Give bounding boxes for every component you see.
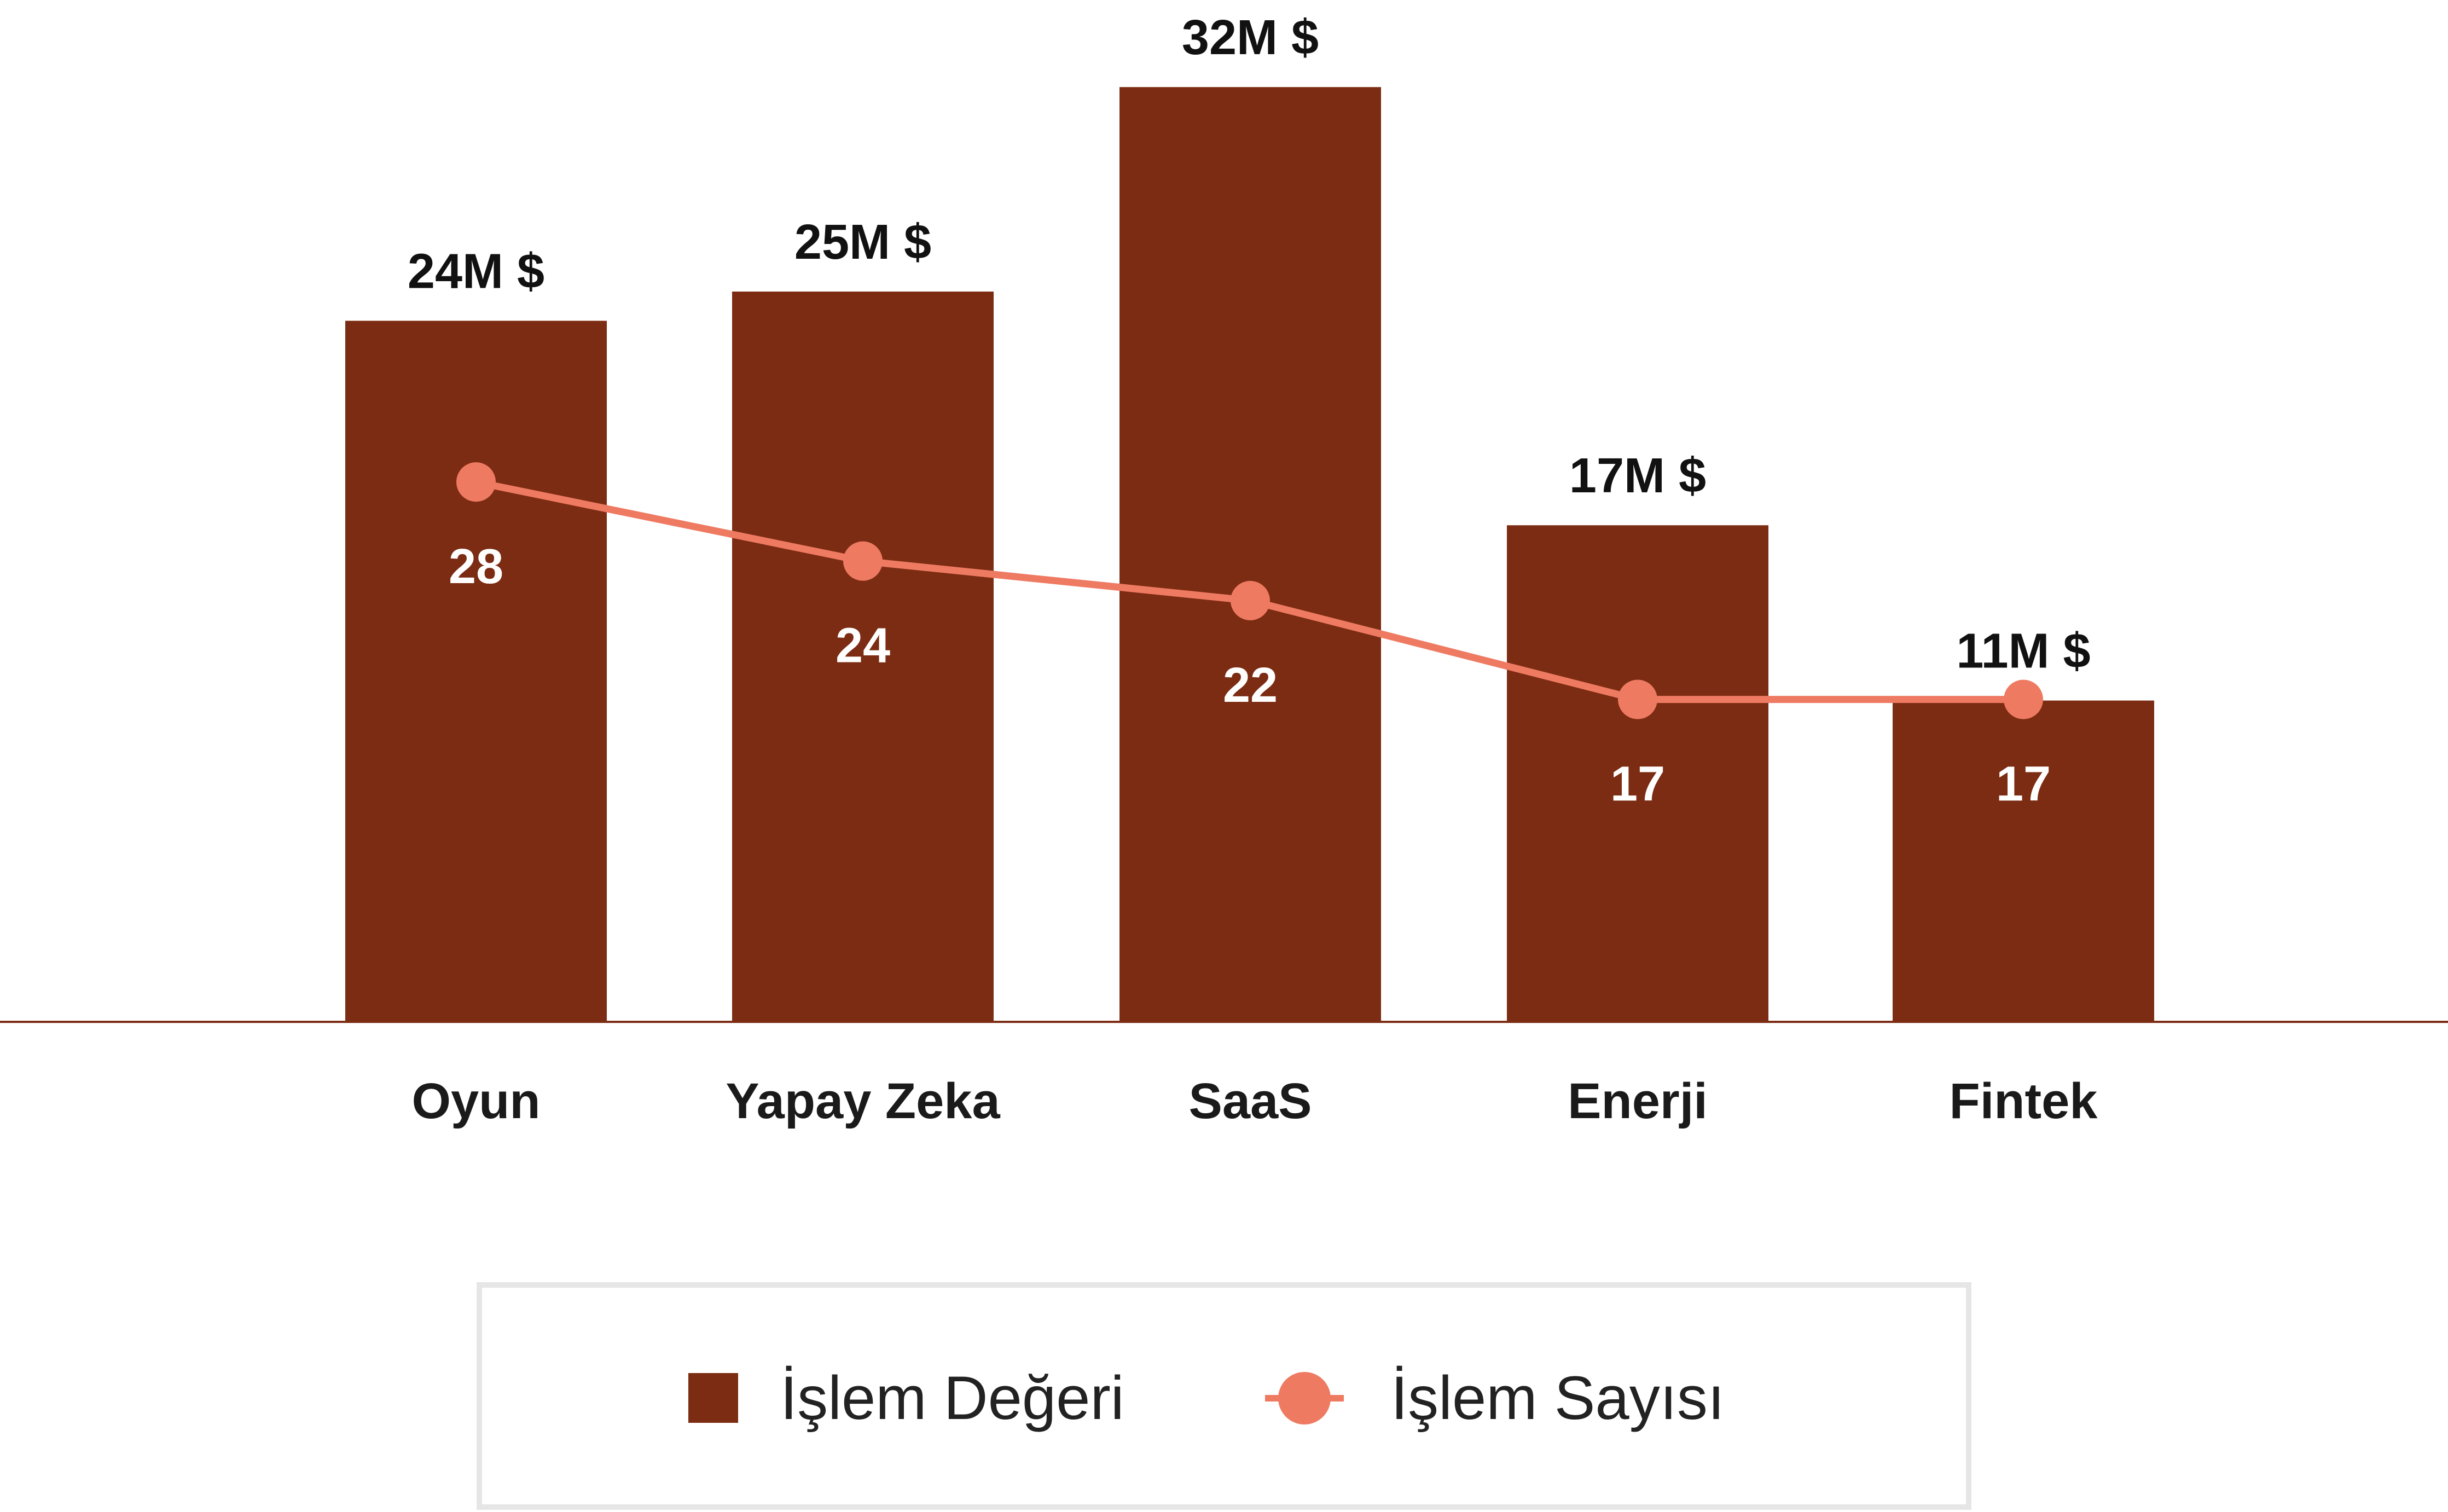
- count-point: [1231, 580, 1270, 620]
- count-value-label: 17: [1996, 757, 2051, 812]
- count-value-label: 28: [449, 539, 503, 594]
- bar-5: [1893, 700, 2154, 1022]
- count-point: [2004, 679, 2043, 719]
- bar-3: [1119, 87, 1381, 1022]
- count-point: [843, 541, 883, 581]
- legend-line-marker: [1278, 1372, 1331, 1424]
- count-point: [456, 462, 496, 502]
- line-layer: [456, 462, 2043, 719]
- x-tick-label: Oyun: [411, 1073, 540, 1129]
- x-tick-label: SaaS: [1188, 1073, 1312, 1129]
- x-tick-label: Enerji: [1568, 1073, 1708, 1129]
- bar-1: [345, 321, 607, 1022]
- legend-label-value: İşlem Değeri: [780, 1364, 1124, 1432]
- legend-bar-swatch: [688, 1373, 738, 1423]
- legend: İşlem Değeri İşlem Sayısı: [477, 1282, 1971, 1510]
- bar-2: [732, 292, 994, 1022]
- legend-label-count: İşlem Sayısı: [1391, 1364, 1725, 1432]
- bar-value-label: 25M $: [794, 215, 931, 270]
- bar-4: [1507, 525, 1768, 1022]
- x-tick-label: Yapay Zeka: [726, 1073, 1000, 1129]
- bar-value-label: 17M $: [1569, 449, 1706, 503]
- count-value-label: 24: [836, 619, 890, 673]
- labels-layer: 24M $ 25M $ 32M $ 17M $ 11M $ Oyun Yapay Zeka S…: [408, 10, 2098, 1129]
- bar-value-label: 24M $: [408, 244, 544, 299]
- bar-value-label: 11M $: [1956, 624, 2090, 679]
- count-point: [1618, 679, 1657, 719]
- count-value-label: 22: [1223, 658, 1278, 713]
- x-tick-label: Fintek: [1950, 1073, 2098, 1129]
- bars-layer: [345, 87, 2154, 1022]
- count-value-label: 17: [1610, 757, 1665, 812]
- bar-value-label: 32M $: [1182, 10, 1319, 65]
